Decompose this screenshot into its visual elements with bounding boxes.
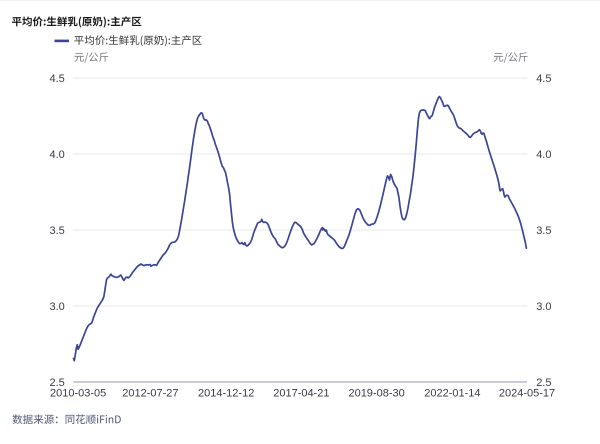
svg-text:2.5: 2.5 xyxy=(536,377,551,389)
svg-text:3.5: 3.5 xyxy=(536,225,551,237)
svg-text:4.5: 4.5 xyxy=(536,73,551,85)
svg-text:2012-07-27: 2012-07-27 xyxy=(122,387,178,399)
svg-text:2014-12-12: 2014-12-12 xyxy=(198,387,254,399)
svg-text:2019-08-30: 2019-08-30 xyxy=(348,387,404,399)
svg-text:2010-03-05: 2010-03-05 xyxy=(50,387,106,399)
svg-text:3.5: 3.5 xyxy=(50,225,65,237)
svg-text:2.5: 2.5 xyxy=(50,377,65,389)
svg-text:2017-04-21: 2017-04-21 xyxy=(273,387,329,399)
svg-text:4.0: 4.0 xyxy=(536,149,551,161)
svg-text:3.0: 3.0 xyxy=(50,301,65,313)
svg-text:4.0: 4.0 xyxy=(50,149,65,161)
svg-text:3.0: 3.0 xyxy=(536,301,551,313)
svg-text:4.5: 4.5 xyxy=(50,73,65,85)
svg-text:2022-01-14: 2022-01-14 xyxy=(424,387,480,399)
svg-text:2024-05-17: 2024-05-17 xyxy=(499,387,555,399)
